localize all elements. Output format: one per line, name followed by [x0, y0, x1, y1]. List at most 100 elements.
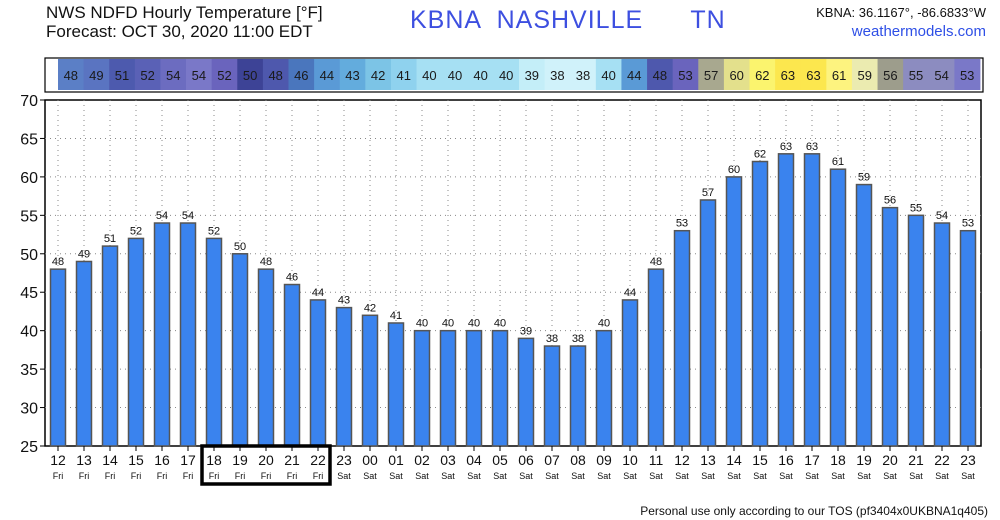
bar-value-label: 63	[806, 141, 818, 153]
color-strip-label: 59	[858, 68, 872, 83]
y-tick-label: 45	[20, 285, 38, 302]
x-tick-label-day: Sat	[831, 471, 845, 481]
x-tick-label-hour: 17	[804, 452, 820, 468]
bar-value-label: 62	[754, 149, 766, 161]
bar-value-label: 38	[572, 333, 584, 345]
color-strip-cell	[800, 59, 827, 90]
bar-value-label: 53	[962, 218, 974, 230]
x-tick-label-day: Sat	[415, 471, 429, 481]
x-tick-label-hour: 18	[206, 452, 222, 468]
x-tick-label-day: Sat	[597, 471, 611, 481]
color-strip-cell	[723, 59, 750, 90]
color-strip-cell	[621, 59, 648, 90]
x-tick-label-hour: 00	[362, 452, 378, 468]
x-tick-label-hour: 15	[752, 452, 768, 468]
x-tick-label-day: Sat	[571, 471, 585, 481]
bar-value-label: 57	[702, 187, 714, 199]
color-strip-cell	[442, 59, 469, 90]
color-strip-label: 44	[320, 68, 334, 83]
color-strip-label: 51	[115, 68, 129, 83]
bar-value-label: 44	[312, 287, 324, 299]
x-tick-label-day: Sat	[935, 471, 949, 481]
bar-value-label: 53	[676, 218, 688, 230]
color-strip-label: 53	[678, 68, 692, 83]
x-tick-label-day: Sat	[753, 471, 767, 481]
temperature-bar	[361, 314, 379, 447]
bar-value-label: 40	[468, 318, 480, 330]
temperature-bar	[621, 299, 639, 447]
color-strip-label: 54	[166, 68, 180, 83]
x-tick-label-day: Sat	[519, 471, 533, 481]
bar-value-label: 48	[650, 256, 662, 268]
x-tick-label-day: Fri	[183, 471, 194, 481]
temperature-bar	[153, 222, 171, 447]
color-strip-label: 63	[781, 68, 795, 83]
color-strip-cell	[647, 59, 674, 90]
x-tick-label-hour: 22	[934, 452, 950, 468]
x-tick-label-hour: 23	[336, 452, 352, 468]
temperature-bar	[595, 329, 613, 447]
color-strip-cell	[467, 59, 494, 90]
x-tick-label-day: Sat	[701, 471, 715, 481]
temperature-bar	[881, 206, 899, 447]
color-strip-cell	[134, 59, 161, 90]
x-tick-label-day: Sat	[857, 471, 871, 481]
color-strip-label: 40	[499, 68, 513, 83]
y-tick-label: 60	[20, 170, 38, 187]
color-strip-label: 54	[192, 68, 206, 83]
color-strip-cell	[954, 59, 981, 90]
y-tick-label: 50	[20, 247, 38, 264]
color-strip-cell	[775, 59, 802, 90]
x-tick-label-day: Fri	[287, 471, 298, 481]
plot-area	[44, 99, 982, 447]
temperature-bar	[829, 168, 847, 447]
x-tick-label-day: Sat	[727, 471, 741, 481]
temperature-bar	[465, 329, 483, 447]
x-tick-label-day: Sat	[779, 471, 793, 481]
color-strip-label: 62	[755, 68, 769, 83]
temperature-bar	[439, 329, 457, 447]
temperature-bar	[387, 322, 405, 447]
x-tick-label-day: Fri	[53, 471, 64, 481]
x-tick-label-hour: 09	[596, 452, 612, 468]
color-strip-cell	[928, 59, 955, 90]
temperature-bar	[283, 283, 301, 447]
color-strip-cell	[698, 59, 725, 90]
x-tick-label-day: Fri	[261, 471, 272, 481]
x-tick-label-hour: 15	[128, 452, 144, 468]
color-strip-cell	[826, 59, 853, 90]
x-tick-label-hour: 14	[726, 452, 742, 468]
y-tick-label: 25	[20, 439, 38, 456]
bar-value-label: 40	[442, 318, 454, 330]
x-tick-label-hour: 03	[440, 452, 456, 468]
color-strip-cell	[211, 59, 238, 90]
color-strip-label: 56	[883, 68, 897, 83]
x-tick-label-day: Sat	[493, 471, 507, 481]
bar-value-label: 40	[494, 318, 506, 330]
y-tick-label: 30	[20, 401, 38, 418]
temperature-bar	[309, 299, 327, 447]
color-strip-label: 63	[806, 68, 820, 83]
color-strip-label: 40	[601, 68, 615, 83]
color-strip-cell	[390, 59, 417, 90]
color-strip-cell	[58, 59, 85, 90]
site-link[interactable]: weathermodels.com	[851, 23, 986, 40]
color-strip-label: 52	[217, 68, 231, 83]
bar-value-label: 54	[156, 210, 168, 222]
x-tick-label-day: Sat	[545, 471, 559, 481]
bar-value-label: 54	[182, 210, 194, 222]
x-tick-label-day: Sat	[441, 471, 455, 481]
color-strip-cell	[83, 59, 110, 90]
x-tick-label-hour: 11	[649, 452, 664, 468]
temperature-bar	[49, 268, 67, 447]
color-strip-cell	[877, 59, 904, 90]
bar-value-label: 43	[338, 295, 350, 307]
x-tick-label-day: Sat	[961, 471, 975, 481]
bar-value-label: 48	[260, 256, 272, 268]
x-tick-label-hour: 16	[154, 452, 170, 468]
y-tick-label: 65	[20, 131, 38, 148]
color-strip-cell	[416, 59, 443, 90]
temperature-bar	[127, 237, 145, 447]
x-tick-label-hour: 13	[76, 452, 92, 468]
temperature-bar	[231, 253, 249, 447]
